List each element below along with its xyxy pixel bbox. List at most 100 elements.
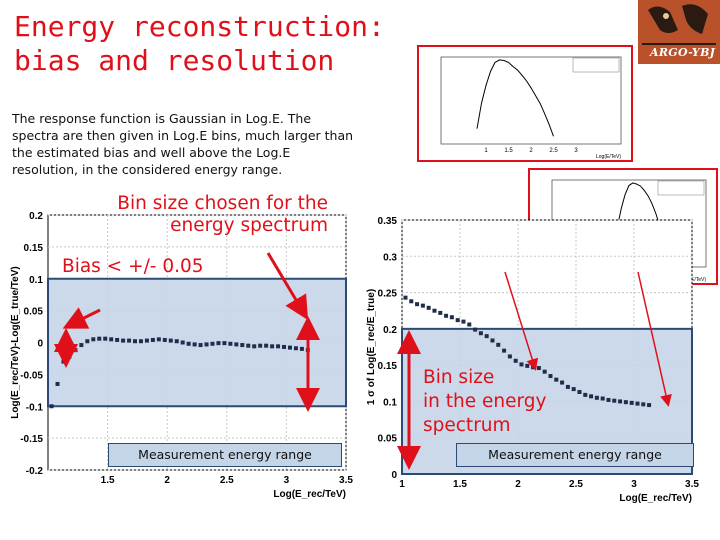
data-point [115,337,120,342]
hist-stats-box [572,57,620,73]
data-point [403,295,408,300]
data-point [438,310,443,315]
data-point [198,343,203,348]
data-point [571,387,576,392]
data-point [162,337,167,342]
hist-x-tick-label: 2.5 [549,148,558,154]
data-point [97,336,102,341]
y-tick-label: 0.2 [29,211,43,222]
hist-x-axis-label: Log(E/TeV) [681,277,706,283]
data-point [85,339,90,344]
data-point [612,398,617,403]
data-point [478,331,483,336]
data-point [409,299,414,304]
data-point [252,344,257,349]
data-point [467,322,472,327]
data-point [589,394,594,399]
data-point [216,341,221,346]
data-point [246,343,251,348]
data-point [121,338,126,343]
logo-figure-icon [638,0,720,64]
data-point [641,402,646,407]
bin-size-arrow-right-2 [637,271,672,407]
data-point [276,344,281,349]
x-tick-label: 1.5 [453,479,467,490]
y-tick-label: -0.1 [26,402,44,413]
measurement-range-band [47,277,347,408]
data-point [449,315,454,320]
x-tick-label: 1 [399,479,405,490]
y-axis-label: Log(E_rec/TeV)-Log(E_true/TeV) [10,266,21,418]
data-point [293,346,298,351]
y-tick-label: 0.05 [378,434,398,445]
data-point [554,377,559,382]
measurement-range-label-left: Measurement energy range [108,443,342,467]
resolution-chart: 0.35 0.3 0.25 0.2 0.15 0.1 0.05 01 1.5 2 2.5 3 3.5 Lo… [366,216,699,504]
bin-size-arrow-right [504,271,539,371]
data-point [79,343,84,348]
y-tick-label: -0.05 [20,370,43,381]
data-point [210,341,215,346]
y-tick-label: 0.35 [378,216,398,227]
histogram-1: 1 1.5 2 2.5 3 Log(E/TeV) [440,56,622,160]
data-point [623,400,628,405]
data-point [55,381,60,386]
y-tick-label: 0.2 [383,325,397,336]
data-point [548,374,553,379]
data-point [594,395,599,400]
data-point [150,337,155,342]
data-point [234,342,239,347]
bin-size-label-left: Bin size chosen for the energy spectrum [117,193,328,236]
data-point [444,313,449,318]
bin-size-arrow-left [266,252,309,321]
x-tick-label: 2 [515,479,521,490]
data-point [629,400,634,405]
data-point [490,338,495,343]
data-point [174,339,179,344]
slide-title: Energy reconstruction: bias and resoluti… [14,10,385,77]
data-point [109,337,114,342]
data-point [240,343,245,348]
y-tick-label: 0 [37,339,43,350]
y-tick-label: 0.05 [24,307,44,318]
data-point [180,340,185,345]
data-point [600,396,605,401]
x-tick-label: 3 [284,475,290,486]
data-point [270,344,275,349]
y-tick-label: -0.15 [20,434,43,445]
hist-x-axis-label: Log(E/TeV) [596,154,621,160]
data-point [168,338,173,343]
hist-curve [476,59,554,137]
data-point [144,338,149,343]
y-tick-label: 0 [391,470,397,481]
data-point [542,369,547,374]
bias-arrow [62,307,101,329]
measurement-range-label-right: Measurement energy range [456,443,694,467]
data-point [519,362,524,367]
data-point [192,342,197,347]
data-point [222,341,227,346]
data-point [299,346,304,351]
data-point [583,392,588,397]
x-tick-label: 3 [631,479,637,490]
logo-label: ARGO-YBJ [650,46,716,59]
y-tick-label: 0.3 [383,252,397,263]
data-point [606,397,611,402]
data-point [91,337,96,342]
data-point [426,305,431,310]
data-point [415,302,420,307]
histogram-panel-1: 1 1.5 2 2.5 3 Log(E/TeV) [417,45,633,162]
data-point [647,403,652,408]
hist-x-tick-label: 3 [574,148,578,154]
x-tick-label: 3.5 [685,479,699,490]
data-point [282,344,287,349]
data-point [513,358,518,363]
bin-size-label-right: Bin size in the energy spectrum [423,367,547,436]
y-tick-label: 0.1 [29,275,43,286]
bias-chart: 0.2 0.15 0.1 0.05 0 -0.05 -0.1 -0.15 -0.2 1.5 2 2.5… [10,211,353,500]
hist-x-tick-label: 1 [484,148,488,154]
x-tick-label: 1.5 [101,475,115,486]
data-point [432,308,437,313]
x-tick-label: 2.5 [569,479,583,490]
data-point [577,389,582,394]
